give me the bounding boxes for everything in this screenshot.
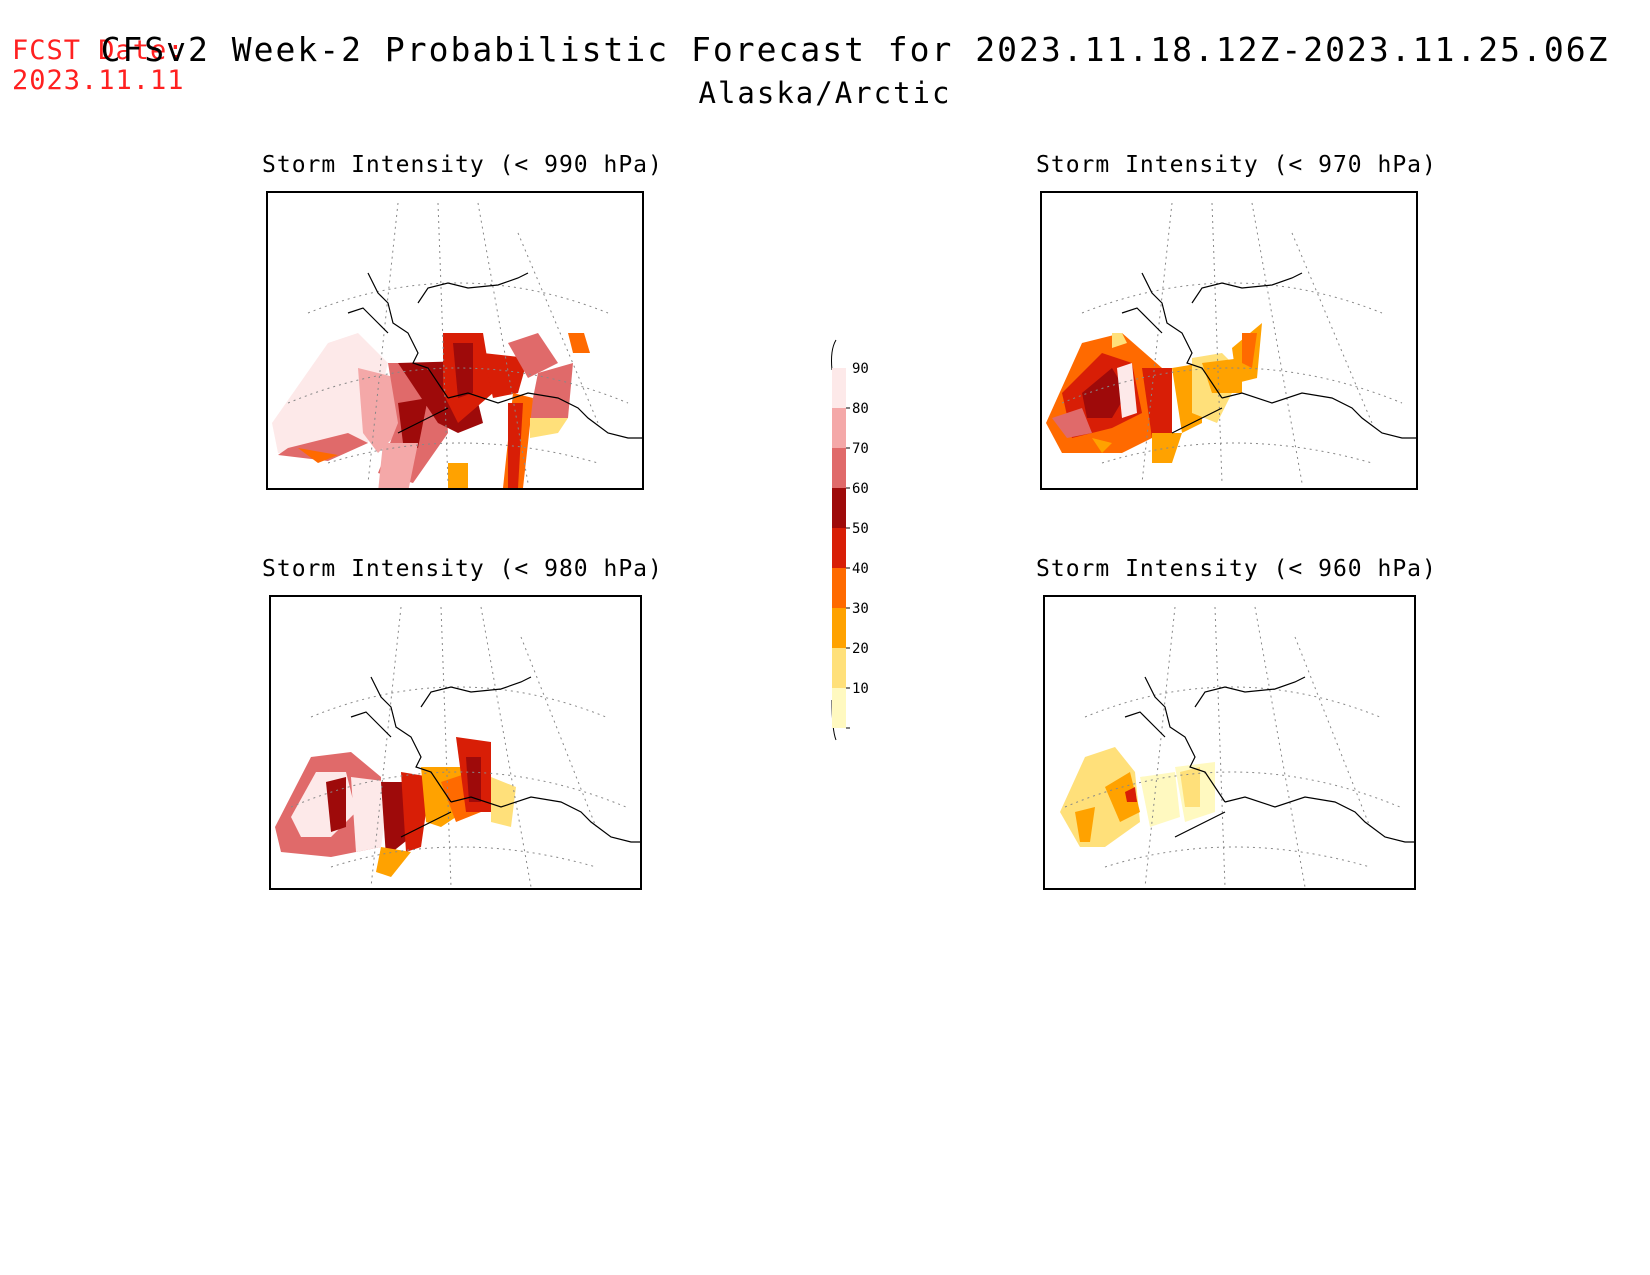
coastline-980 xyxy=(350,676,640,843)
colorbar-label-10: 10 xyxy=(852,681,869,697)
panel-title-970: Storm Intensity (< 970 hPa) xyxy=(1036,152,1437,178)
colorbar-top-cap xyxy=(831,339,837,371)
map-960 xyxy=(1060,606,1414,888)
colorbar-label-50: 50 xyxy=(852,521,869,537)
colorbar-label-30: 30 xyxy=(852,601,869,617)
map-panel-970 xyxy=(1040,191,1418,490)
forecast-shading-980 xyxy=(275,737,516,877)
colorbar-label-80: 80 xyxy=(852,401,869,417)
page-title: CFSv2 Week-2 Probabilistic Forecast for … xyxy=(100,30,1610,69)
colorbar-box-8 xyxy=(832,688,846,728)
coastline-970 xyxy=(1121,272,1416,439)
colorbar-label-20: 20 xyxy=(852,641,869,657)
forecast-date-block: FCST Date: 2023.11.11 xyxy=(12,36,185,96)
colorbar-box-7 xyxy=(832,648,846,688)
graticule-970 xyxy=(1061,202,1403,484)
graticule-990 xyxy=(287,202,629,484)
panel-title-960: Storm Intensity (< 960 hPa) xyxy=(1036,556,1437,582)
colorbar-label-70: 70 xyxy=(852,441,869,457)
panel-title-990: Storm Intensity (< 990 hPa) xyxy=(262,152,663,178)
colorbar-label-90: 90 xyxy=(852,361,869,377)
colorbar-box-5 xyxy=(832,568,846,608)
forecast-shading-960 xyxy=(1060,747,1215,847)
colorbar-labels: 90 80 70 60 50 40 30 20 10 xyxy=(846,361,869,729)
map-panel-990 xyxy=(266,191,644,490)
graticule-960 xyxy=(1064,606,1401,888)
graticule-980 xyxy=(290,606,627,888)
forecast-shading-990 xyxy=(272,333,590,488)
colorbar-box-2 xyxy=(832,448,846,488)
map-panel-960 xyxy=(1043,595,1416,890)
colorbar-boxes xyxy=(832,368,846,728)
colorbar-label-40: 40 xyxy=(852,561,869,577)
colorbar-box-4 xyxy=(832,528,846,568)
colorbar-label-60: 60 xyxy=(852,481,869,497)
forecast-shading-970 xyxy=(1046,323,1262,463)
colorbar-box-6 xyxy=(832,608,846,648)
panel-title-980: Storm Intensity (< 980 hPa) xyxy=(262,556,663,582)
map-980 xyxy=(275,606,640,888)
colorbar-box-0 xyxy=(832,368,846,408)
forecast-date-label: FCST Date: xyxy=(12,35,185,66)
map-panel-980 xyxy=(269,595,642,890)
page-subtitle: Alaska/Arctic xyxy=(698,76,952,110)
colorbar-box-1 xyxy=(832,408,846,448)
map-990 xyxy=(272,202,642,488)
colorbar: 90 80 70 60 50 40 30 20 10 xyxy=(831,339,869,741)
coastline-990 xyxy=(347,272,642,439)
colorbar-box-3 xyxy=(832,488,846,528)
forecast-date-value: 2023.11.11 xyxy=(12,65,185,96)
map-970 xyxy=(1046,202,1416,484)
coastline-960 xyxy=(1124,676,1414,843)
